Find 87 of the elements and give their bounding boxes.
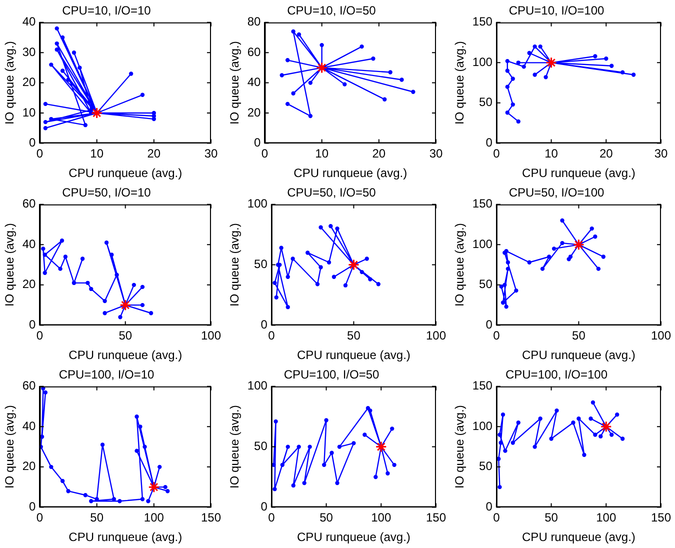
x-tick-label: 100 <box>596 510 616 525</box>
x-axis-title: CPU runqueue (avg.) <box>294 166 408 180</box>
x-tick-label: 50 <box>572 328 586 343</box>
x-tick-label: 100 <box>426 328 446 343</box>
y-axis-title: IO queue (avg.) <box>452 405 467 488</box>
chart-title: CPU=10, I/O=10 <box>62 4 152 18</box>
x-tick-label: 30 <box>429 146 443 161</box>
x-tick-label: 50 <box>320 510 334 525</box>
y-tick-label: 40 <box>247 75 262 90</box>
x-axis-title: CPU runqueue (avg.) <box>522 166 636 180</box>
y-tick-label: 20 <box>22 459 36 474</box>
chart-title: CPU=50, I/O=50 <box>287 186 376 200</box>
y-tick-label: 50 <box>254 439 268 454</box>
y-tick-label: 0 <box>486 500 493 514</box>
y-tick-label: 0 <box>29 500 36 514</box>
y-axis-title: IO queue (avg.) <box>452 41 467 124</box>
y-tick-label: 20 <box>22 75 36 90</box>
x-tick-label: 100 <box>371 510 392 525</box>
chart-title: CPU=10, I/O=100 <box>508 4 605 18</box>
x-axis-title: CPU runqueue (avg.) <box>68 348 182 362</box>
x-tick-label: 150 <box>650 510 672 525</box>
y-tick-label: 0 <box>486 318 493 332</box>
y-tick-label: 100 <box>472 418 493 433</box>
y-tick-label: 50 <box>254 257 268 272</box>
y-tick-label: 60 <box>22 196 36 211</box>
y-tick-label: 150 <box>472 378 493 393</box>
y-tick-label: 0 <box>260 318 268 332</box>
x-tick-label: 50 <box>347 328 361 343</box>
x-tick-label: 50 <box>90 510 104 525</box>
y-tick-label: 0 <box>29 318 36 332</box>
x-axis-title: CPU runqueue (avg.) <box>522 348 636 362</box>
y-tick-label: 40 <box>22 236 36 251</box>
y-tick-label: 150 <box>472 14 493 29</box>
chart-title: CPU=100, I/O=100 <box>505 368 608 382</box>
y-tick-label: 50 <box>479 95 493 110</box>
y-tick-label: 150 <box>472 196 493 211</box>
y-tick-label: 60 <box>247 44 262 59</box>
y-axis-title: IO queue (avg.) <box>228 41 242 124</box>
y-tick-label: 100 <box>247 378 268 393</box>
x-tick-label: 100 <box>650 328 672 343</box>
chart-title: CPU=100, I/O=50 <box>284 368 380 382</box>
x-tick-label: 20 <box>599 146 614 161</box>
x-axis-title: CPU runqueue (avg.) <box>68 166 182 180</box>
x-tick-label: 10 <box>315 146 329 161</box>
x-tick-label: 100 <box>144 510 164 525</box>
x-tick-label: 150 <box>200 510 222 525</box>
y-axis-title: IO queue (avg.) <box>2 41 17 124</box>
x-tick-label: 10 <box>544 146 558 161</box>
chart-title: CPU=50, I/O=100 <box>508 186 605 200</box>
y-tick-label: 100 <box>472 54 493 69</box>
x-axis-title: CPU runqueue (avg.) <box>68 530 182 544</box>
y-tick-label: 40 <box>22 418 36 433</box>
y-tick-label: 0 <box>254 136 262 150</box>
x-tick-label: 30 <box>204 146 218 161</box>
y-tick-label: 20 <box>247 105 262 120</box>
y-tick-label: 50 <box>479 277 493 292</box>
y-tick-label: 20 <box>22 277 36 292</box>
x-tick-label: 150 <box>426 510 446 525</box>
y-tick-label: 60 <box>22 378 36 393</box>
y-tick-label: 10 <box>22 105 36 120</box>
y-tick-label: 0 <box>486 136 493 150</box>
y-axis-title: IO queue (avg.) <box>2 405 17 488</box>
y-tick-label: 50 <box>479 459 493 474</box>
y-tick-label: 0 <box>260 500 268 514</box>
x-axis-title: CPU runqueue (avg.) <box>522 530 636 544</box>
x-tick-label: 50 <box>544 510 558 525</box>
chart-title: CPU=50, I/O=10 <box>62 186 152 200</box>
y-axis-title: IO queue (avg.) <box>228 223 242 306</box>
y-axis-title: IO queue (avg.) <box>2 223 17 306</box>
y-tick-label: 100 <box>472 236 493 251</box>
x-axis-title: CPU runqueue (avg.) <box>297 530 410 544</box>
x-tick-label: 20 <box>372 146 386 161</box>
x-axis-title: CPU runqueue (avg.) <box>297 348 410 362</box>
y-axis-title: IO queue (avg.) <box>228 405 242 488</box>
chart-title: CPU=100, I/O=10 <box>58 368 155 382</box>
y-tick-label: 40 <box>22 14 36 29</box>
y-tick-label: 0 <box>29 136 36 150</box>
y-tick-label: 100 <box>247 196 268 211</box>
x-tick-label: 50 <box>118 328 132 343</box>
x-tick-label: 10 <box>90 146 104 161</box>
x-tick-label: 30 <box>654 146 668 161</box>
y-tick-label: 30 <box>22 44 36 59</box>
y-tick-label: 80 <box>247 14 262 29</box>
x-tick-label: 20 <box>147 146 161 161</box>
chart-title: CPU=10, I/O=50 <box>287 4 376 18</box>
x-tick-label: 100 <box>200 328 222 343</box>
y-axis-title: IO queue (avg.) <box>452 223 467 306</box>
